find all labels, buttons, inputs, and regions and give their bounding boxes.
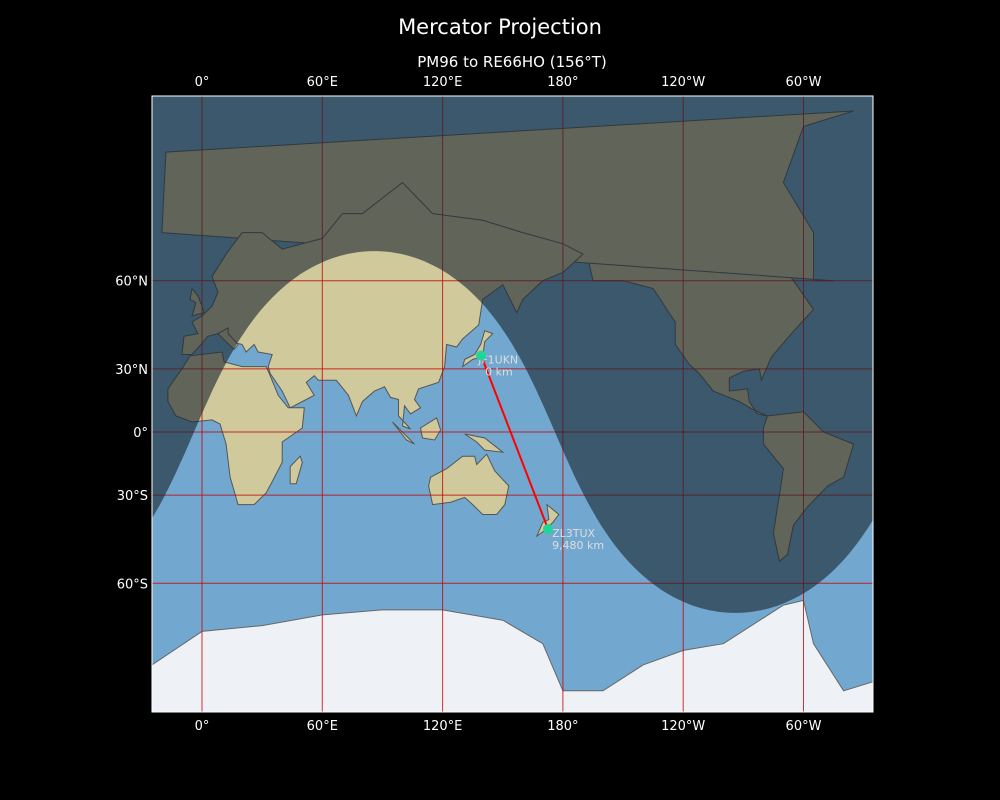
figure-title: Mercator Projection bbox=[398, 15, 602, 39]
land-madagascar bbox=[289, 455, 303, 485]
lon-tick-label-top: 120°W bbox=[661, 75, 705, 90]
lon-tick-label-bottom: 0° bbox=[195, 719, 210, 734]
station-callsign: ZL3TUX bbox=[552, 527, 595, 540]
lon-tick-label-bottom: 180° bbox=[547, 719, 578, 734]
tick-labels: 0° 0° 60°E 60°E 120°E 120°E 180° 180° 120°W 120°W… bbox=[115, 75, 821, 734]
map-frame bbox=[151, 95, 874, 713]
station-marker[interactable] bbox=[476, 350, 487, 361]
great-circle-path bbox=[480, 355, 549, 530]
station-marker[interactable] bbox=[543, 524, 554, 535]
lon-tick-label-top: 60°W bbox=[786, 75, 822, 90]
lon-tick-label-top: 180° bbox=[547, 75, 578, 90]
lon-tick-label-bottom: 120°E bbox=[423, 719, 463, 734]
lat-tick-label: 0° bbox=[133, 426, 148, 441]
lon-tick-label-bottom: 120°W bbox=[661, 719, 705, 734]
night-shading bbox=[152, 96, 873, 613]
land-australia bbox=[428, 453, 510, 515]
lon-tick-label-top: 60°E bbox=[307, 75, 338, 90]
lon-tick-label-top: 0° bbox=[195, 75, 210, 90]
lat-tick-label: 30°S bbox=[117, 489, 148, 504]
land-new-zealand bbox=[535, 503, 560, 538]
land-sumatra bbox=[392, 421, 415, 445]
lon-tick-label-bottom: 60°W bbox=[786, 719, 822, 734]
land-new-guinea bbox=[464, 433, 505, 453]
station-callsign: JF1UKN bbox=[477, 354, 518, 367]
lon-tick-label-bottom: 60°E bbox=[307, 719, 338, 734]
lat-tick-label: 30°N bbox=[115, 363, 148, 378]
lat-tick-label: 60°N bbox=[115, 275, 148, 290]
map-subtitle: PM96 to RE66HO (156°T) bbox=[417, 53, 607, 71]
lon-tick-label-top: 120°E bbox=[423, 75, 463, 90]
station-distance: 0 km bbox=[485, 366, 513, 379]
land-borneo bbox=[419, 417, 442, 441]
land-antarctica bbox=[152, 599, 873, 712]
station-distance: 9,480 km bbox=[552, 539, 604, 552]
lat-tick-label: 60°S bbox=[117, 577, 148, 592]
